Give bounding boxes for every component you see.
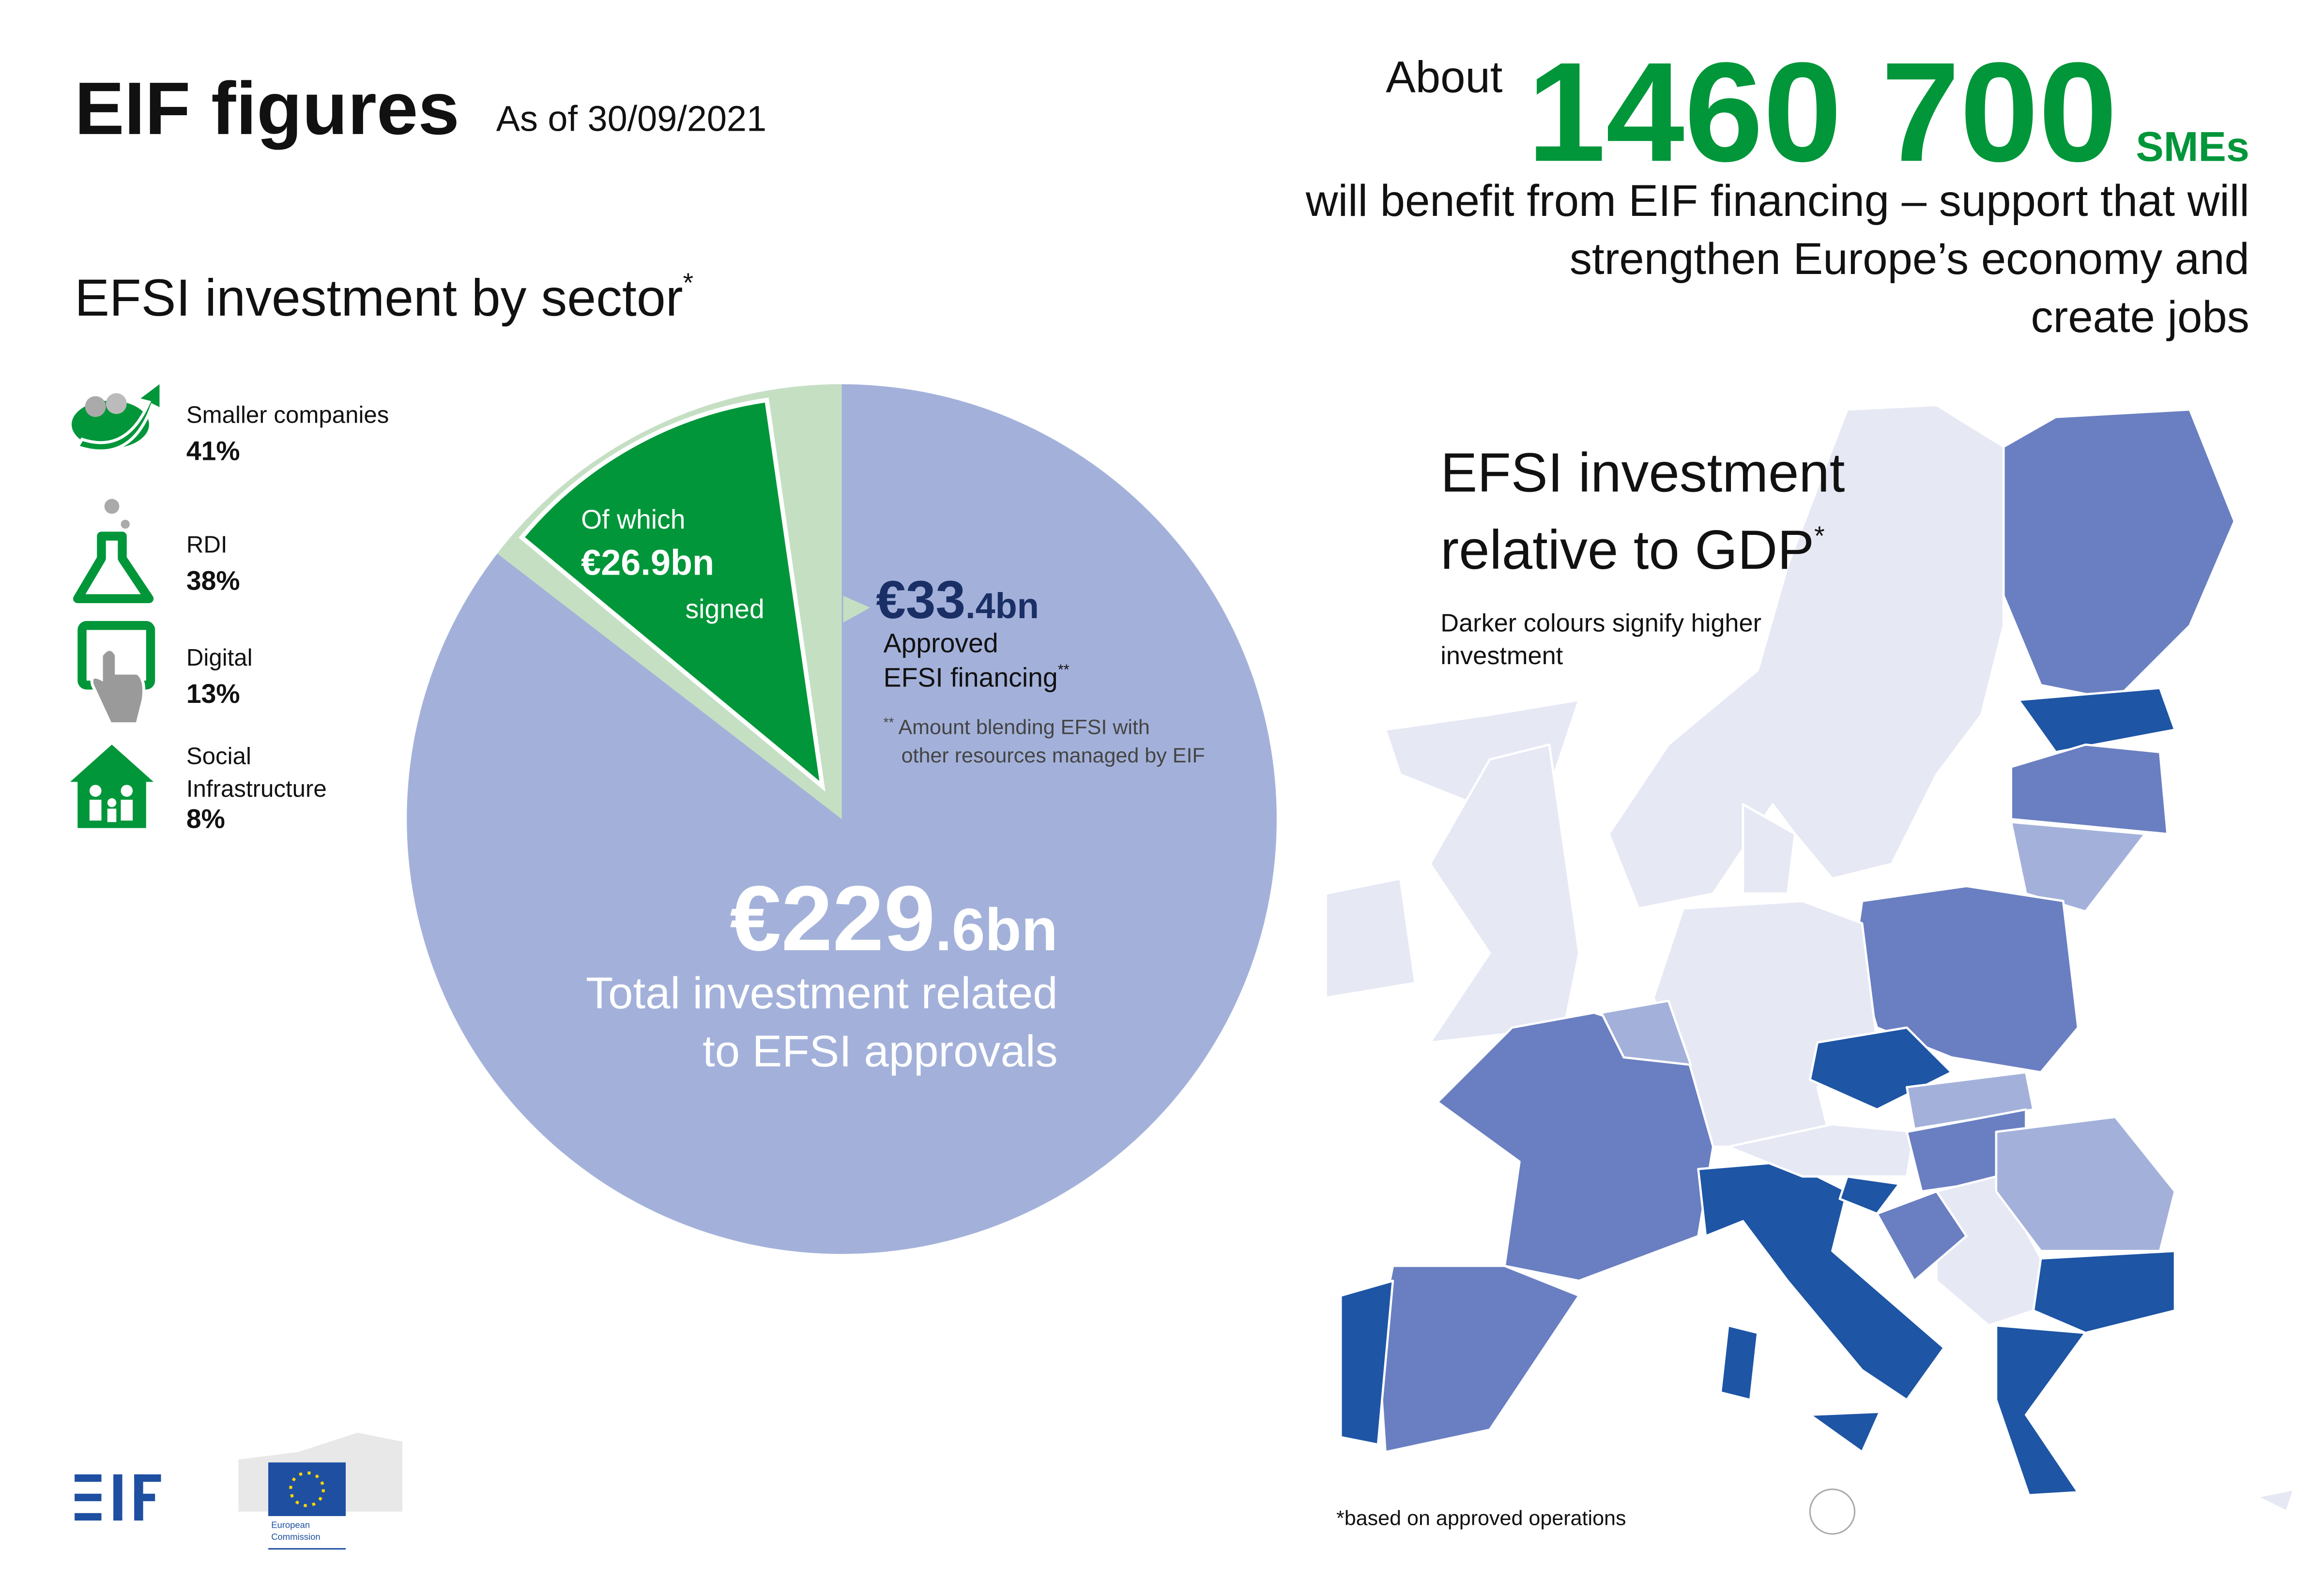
- total-amount: €229.6bn: [730, 867, 1057, 970]
- ec-logo-text: European: [271, 1520, 310, 1530]
- sector-label: Infrastructure: [186, 775, 327, 802]
- total-amount-main: €229: [730, 867, 935, 970]
- pie: [407, 384, 1277, 1254]
- approved-caption: EFSI financing**: [884, 661, 1070, 693]
- approved-caption-text: EFSI financing: [884, 662, 1058, 692]
- approved-note-text: Amount blending EFSI with: [898, 716, 1149, 739]
- approved-note: ** Amount blending EFSI with: [884, 714, 1150, 739]
- section-title-text: EFSI investment by sector: [75, 269, 683, 327]
- date: As of 30/09/2021: [496, 99, 766, 139]
- sector-label: RDI: [186, 531, 228, 558]
- signed-prefix: Of which: [581, 504, 685, 534]
- approved-caption: Approved: [884, 628, 998, 658]
- signed-amount-decimal: .9bn: [641, 543, 714, 583]
- signed-suffix: signed: [685, 594, 764, 624]
- country: [1808, 1411, 1881, 1453]
- approved-amount-decimal: .4bn: [965, 586, 1039, 626]
- sector-value: 13%: [186, 679, 240, 709]
- pie-signed: [519, 397, 826, 792]
- country: [2017, 687, 2176, 753]
- icon-social-infrastructure: [70, 744, 154, 828]
- section-title-mark: *: [683, 268, 694, 298]
- country: [2010, 743, 2169, 835]
- map: [1325, 404, 2295, 1535]
- headline-line: will benefit from EIF financing – suppor…: [1305, 175, 2249, 226]
- total-caption: to EFSI approvals: [703, 1026, 1057, 1076]
- country: [2255, 1488, 2295, 1513]
- map-title: relative to GDP*: [1440, 519, 1824, 581]
- country: [1429, 743, 1580, 1044]
- map-title-mark: *: [1814, 521, 1825, 551]
- country: [1905, 1071, 2035, 1130]
- signed-amount: €26.9bn: [581, 543, 714, 583]
- country: [2032, 1250, 2176, 1334]
- headline: About 1460 700 SMEs: [1386, 32, 2249, 191]
- icon-smaller-companies: [71, 378, 163, 453]
- ec-logo: [238, 1432, 402, 1550]
- eif-logo: [75, 1474, 161, 1521]
- country: [1742, 803, 1796, 895]
- inset: [1809, 1489, 1856, 1535]
- approved-note: other resources managed by EIF: [902, 744, 1205, 767]
- country: [1325, 877, 1417, 999]
- section-title: EFSI investment by sector*: [75, 268, 693, 327]
- approved-amount: €33.4bn: [876, 570, 1039, 630]
- sector-label: Social: [186, 743, 251, 769]
- total-amount-decimal: .6bn: [935, 897, 1058, 963]
- total-caption: Total investment related: [586, 968, 1058, 1018]
- country: [1995, 1324, 2087, 1497]
- country: [2010, 820, 2146, 913]
- sector-label: Smaller companies: [186, 402, 389, 428]
- approved-note-mark: **: [884, 714, 894, 729]
- country: [2002, 408, 2236, 701]
- headline-line: strengthen Europe’s economy and: [1570, 233, 2249, 284]
- sector-value: 8%: [186, 804, 225, 834]
- headline-line: create jobs: [2031, 291, 2249, 342]
- map-subtitle: investment: [1440, 642, 1563, 670]
- sector-label: Digital: [186, 644, 253, 671]
- approved-amount-main: €33: [876, 570, 965, 630]
- country: [1600, 1000, 1692, 1066]
- country: [1697, 1160, 1945, 1401]
- headline-number: 1460 700: [1527, 32, 2117, 191]
- country: [1339, 1279, 1394, 1446]
- map-subtitle: Darker colours signify higher: [1440, 609, 1761, 637]
- country: [1876, 1190, 1968, 1282]
- icon-rdi: [73, 499, 154, 604]
- headline-unit: SMEs: [2136, 123, 2249, 170]
- signed-amount-main: €26: [581, 543, 641, 583]
- sector-value: 41%: [186, 436, 240, 466]
- sector-value: 38%: [186, 565, 240, 595]
- country: [1719, 1324, 1759, 1401]
- title: EIF figures: [75, 67, 459, 150]
- icon-digital: [77, 621, 155, 726]
- approved-caption-mark: **: [1058, 661, 1070, 678]
- country: [1727, 1123, 1915, 1178]
- map-title: EFSI investment: [1440, 442, 1845, 503]
- map-title-text: relative to GDP: [1440, 519, 1814, 581]
- ec-logo-text: Commission: [271, 1532, 320, 1542]
- pointer: [843, 595, 870, 623]
- map-footnote: *based on approved operations: [1336, 1506, 1626, 1530]
- headline-prefix: About: [1386, 52, 1502, 102]
